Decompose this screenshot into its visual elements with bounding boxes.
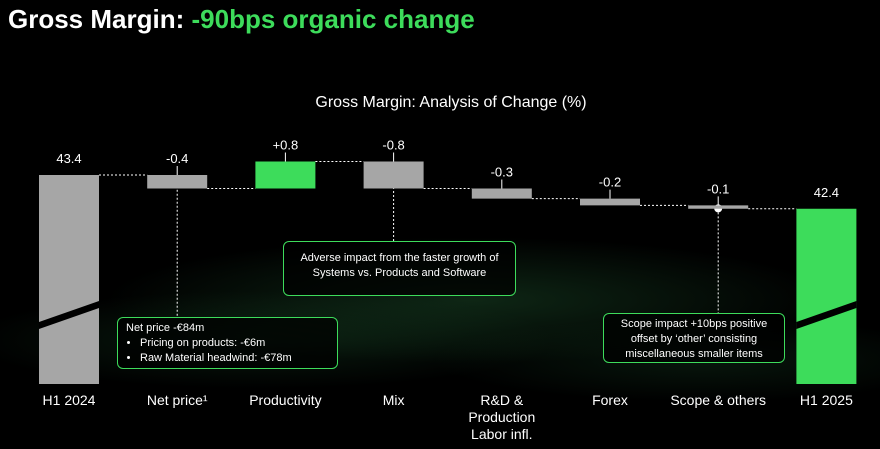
- net-price-callout-list: Pricing on products: -€6m Raw Material h…: [126, 336, 329, 366]
- scope-callout: Scope impact +10bps positive offset by ‘…: [603, 313, 785, 363]
- bar-2: [255, 161, 316, 189]
- value-label: -0.8: [382, 138, 404, 153]
- mix-callout: Adverse impact from the faster growth of…: [283, 241, 516, 296]
- net-price-callout-heading: Net price -€84m: [126, 322, 205, 334]
- category-label: H1 2024: [43, 392, 96, 408]
- bar-0: [39, 175, 99, 384]
- slide-title: Gross Margin: -90bps organic change: [8, 4, 475, 35]
- category-label: Productivity: [249, 392, 321, 408]
- value-label: -0.2: [599, 175, 621, 190]
- bar-5: [580, 198, 640, 206]
- bar-3: [363, 161, 424, 189]
- category-label: Forex: [592, 392, 628, 408]
- category-label: Mix: [383, 392, 405, 408]
- value-label: 42.4: [814, 185, 839, 200]
- mix-callout-text: Adverse impact from the faster growth of…: [300, 252, 499, 279]
- value-label: -0.1: [707, 181, 729, 196]
- category-label: R&D &: [480, 392, 523, 408]
- category-label: Scope & others: [670, 392, 766, 408]
- slide-title-prefix: Gross Margin:: [8, 4, 192, 34]
- category-label: Labor infl.: [471, 426, 532, 442]
- category-label: Net price¹: [147, 392, 208, 408]
- bars: [39, 161, 857, 384]
- value-labels: 43.4 -0.4 +0.8 -0.8 -0.3 -0.2 -0.1 42.4: [56, 138, 839, 206]
- value-label: +0.8: [273, 138, 299, 153]
- net-price-callout: Net price -€84m Pricing on products: -€6…: [117, 317, 338, 369]
- scope-callout-text: Scope impact +10bps positive offset by ‘…: [620, 318, 768, 360]
- category-label: Production: [468, 409, 535, 425]
- bar-1: [147, 175, 208, 189]
- value-label: -0.4: [166, 151, 188, 166]
- axis-break-mark: [39, 301, 99, 329]
- net-price-callout-bullet: Raw Material headwind: -€78m: [140, 351, 329, 366]
- bar-7: [796, 208, 857, 384]
- net-price-callout-bullet: Pricing on products: -€6m: [140, 336, 329, 351]
- value-label: -0.3: [491, 165, 513, 180]
- bar-connectors: [99, 161, 797, 210]
- category-labels: H1 2024 Net price¹ Productivity Mix R&D &Pro…: [43, 392, 854, 442]
- slide-title-highlight: -90bps organic change: [191, 4, 475, 34]
- bar-4: [471, 188, 532, 199]
- bar-6: [688, 205, 749, 209]
- value-label: 43.4: [56, 151, 81, 166]
- axis-break-mark: [796, 301, 857, 329]
- category-label: H1 2025: [800, 392, 853, 408]
- chart-title: Gross Margin: Analysis of Change (%): [315, 94, 586, 111]
